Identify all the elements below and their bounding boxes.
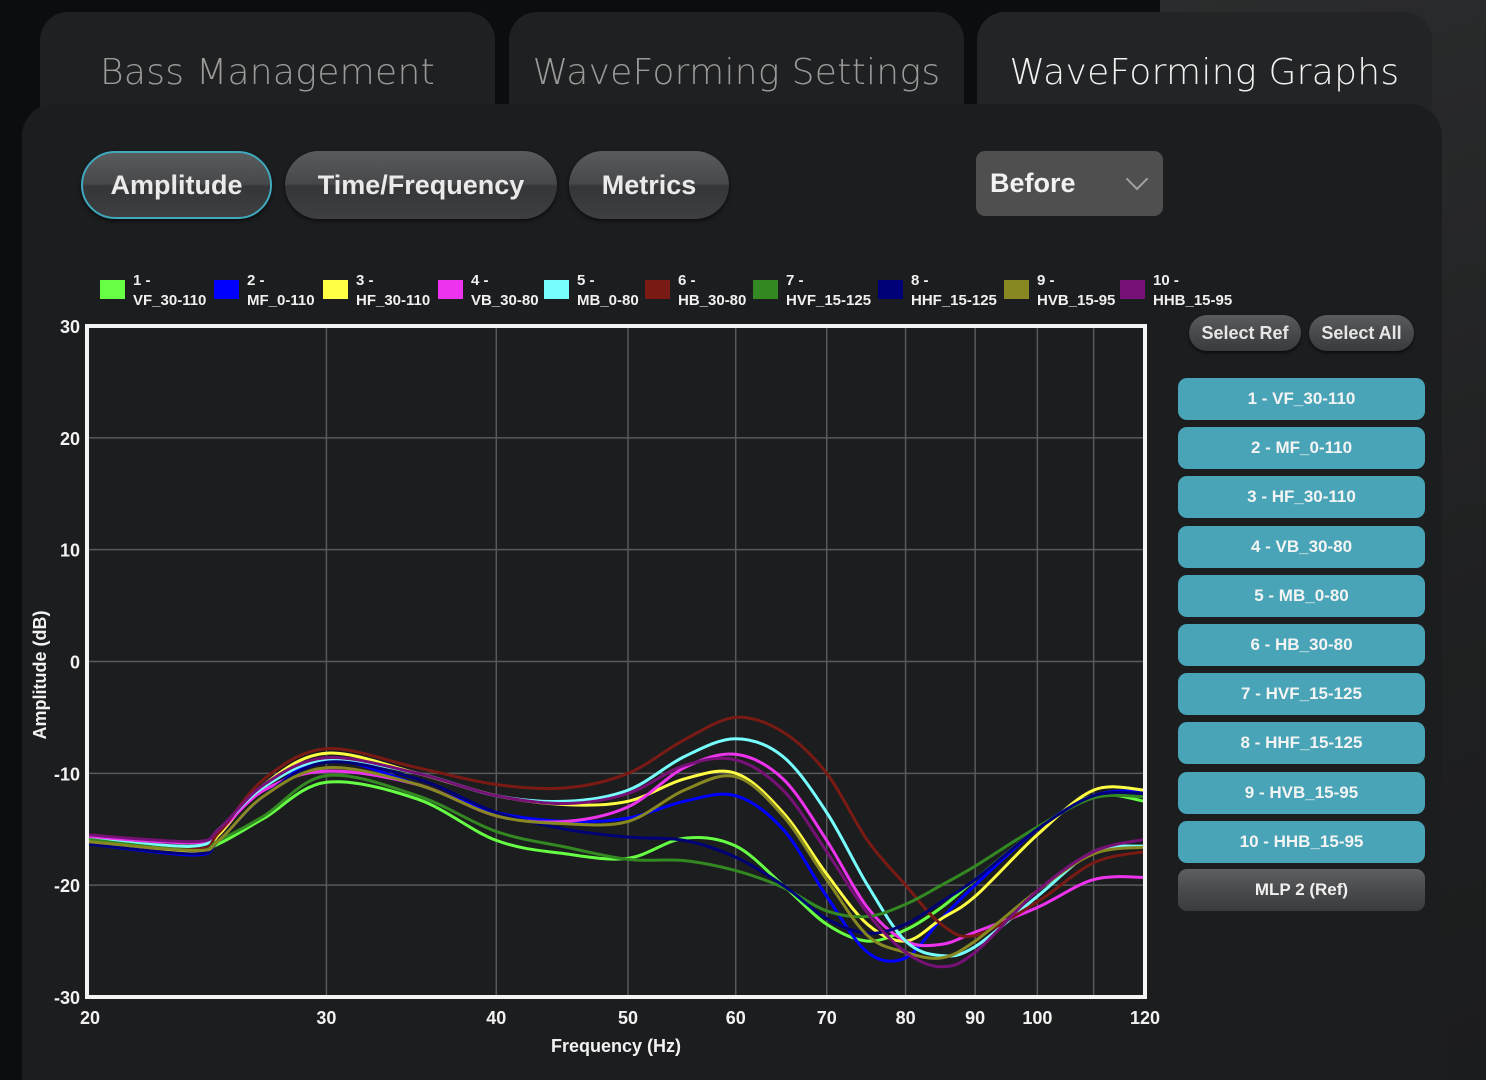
legend-swatch (753, 280, 778, 299)
legend-number: 8 - (911, 272, 929, 289)
select-ref-button[interactable]: Select Ref (1189, 315, 1301, 351)
reference-button[interactable]: MLP 2 (Ref) (1178, 869, 1425, 911)
tab-waveforming-settings[interactable]: WaveForming Settings (509, 12, 964, 122)
select-all-button[interactable]: Select All (1309, 315, 1414, 351)
legend-name: HB_30-80 (678, 292, 747, 309)
y-axis-label: Amplitude (dB) (30, 611, 50, 740)
x-tick-label: 70 (817, 1008, 837, 1028)
legend-number: 6 - (678, 272, 696, 289)
y-tick-label: -10 (54, 764, 80, 784)
x-tick-label: 80 (896, 1008, 916, 1028)
legend-name: HVF_15-125 (786, 292, 872, 309)
series-lines (86, 715, 1146, 969)
legend-label: 6 - HB_30-80 (678, 271, 746, 311)
before-after-dropdown[interactable]: Before (976, 151, 1163, 216)
legend-name: MB_0-80 (577, 292, 639, 309)
x-axis-label: Frequency (Hz) (551, 1036, 681, 1056)
legend-swatch (323, 280, 348, 299)
tab-waveforming-graphs[interactable]: WaveForming Graphs (977, 12, 1432, 122)
series-line-9 (86, 766, 1146, 960)
dropdown-value: Before (990, 168, 1076, 198)
legend-number: 5 - (577, 272, 595, 289)
x-tick-label: 120 (1130, 1008, 1160, 1028)
x-tick-label: 40 (486, 1008, 506, 1028)
legend-swatch (645, 280, 670, 299)
legend-swatch (1004, 280, 1029, 299)
legend-name: HVB_15-95 (1037, 292, 1116, 309)
x-tick-label: 20 (80, 1008, 100, 1028)
legend-name: VF_30-110 (133, 292, 207, 309)
legend-name: MF_0-110 (247, 292, 315, 309)
series-toggle-button[interactable]: 7 - HVF_15-125 (1178, 673, 1425, 716)
legend-number: 1 - (133, 272, 151, 289)
legend-swatch (214, 280, 239, 299)
legend-name: VB_30-80 (471, 292, 539, 309)
legend-swatch (438, 280, 463, 299)
y-tick-labels: 30 20 10 0 -10 -20 -30 (54, 317, 80, 1008)
legend-label: 8 - HHF_15-125 (911, 271, 997, 311)
series-toggle-button[interactable]: 3 - HF_30-110 (1178, 476, 1425, 519)
legend-name: HHF_15-125 (911, 292, 997, 309)
metrics-button[interactable]: Metrics (569, 151, 729, 219)
series-line-6 (86, 715, 1146, 938)
legend-swatch (100, 280, 125, 299)
legend-label: 1 - VF_30-110 (133, 271, 206, 311)
series-toggle-button[interactable]: 9 - HVB_15-95 (1178, 771, 1425, 814)
x-tick-label: 100 (1022, 1008, 1052, 1028)
legend-swatch (544, 280, 569, 299)
series-toggle-button[interactable]: 5 - MB_0-80 (1178, 574, 1425, 617)
grid-lines (87, 326, 1145, 997)
series-toggle-button[interactable]: 4 - VB_30-80 (1178, 525, 1425, 568)
series-toggle-button[interactable]: 2 - MF_0-110 (1178, 427, 1425, 470)
y-tick-label: -20 (54, 876, 80, 896)
x-tick-label: 60 (726, 1008, 746, 1028)
legend-label: 7 - HVF_15-125 (786, 271, 871, 311)
x-tick-label: 50 (618, 1008, 638, 1028)
legend-label: 10 - HHB_15-95 (1153, 271, 1232, 311)
legend-swatch (878, 280, 903, 299)
legend-label: 5 - MB_0-80 (577, 271, 639, 311)
x-tick-labels: 20 30 40 50 60 70 80 90 100 120 (80, 1008, 1160, 1028)
tab-bass-management[interactable]: Bass Management (40, 12, 495, 122)
x-tick-label: 30 (316, 1008, 336, 1028)
y-tick-label: 30 (60, 317, 80, 337)
series-toggle-button[interactable]: 10 - HHB_15-95 (1178, 820, 1425, 863)
time-frequency-button[interactable]: Time/Frequency (285, 151, 557, 219)
plot-frame (85, 324, 1147, 999)
legend-label: 4 - VB_30-80 (471, 271, 539, 311)
series-line-5 (86, 737, 1146, 958)
legend-name: HF_30-110 (356, 292, 431, 309)
x-tick-label: 90 (965, 1008, 985, 1028)
series-toggle-button[interactable]: 6 - HB_30-80 (1178, 624, 1425, 666)
series-toggle-button[interactable]: 1 - VF_30-110 (1178, 378, 1425, 420)
legend-number: 10 - (1153, 272, 1179, 289)
legend-label: 2 - MF_0-110 (247, 271, 315, 311)
y-tick-label: -30 (54, 988, 80, 1008)
legend-number: 3 - (356, 272, 374, 289)
y-tick-label: 0 (70, 653, 80, 673)
y-tick-label: 20 (60, 429, 80, 449)
legend-number: 7 - (786, 272, 804, 289)
amplitude-button[interactable]: Amplitude (81, 151, 272, 219)
legend-label: 3 - HF_30-110 (356, 271, 430, 311)
legend-label: 9 - HVB_15-95 (1037, 271, 1115, 311)
series-line-7 (86, 773, 1146, 919)
legend-name: HHB_15-95 (1153, 292, 1233, 309)
series-toggle-button[interactable]: 8 - HHF_15-125 (1178, 722, 1425, 765)
legend-number: 2 - (247, 272, 265, 289)
legend-number: 4 - (471, 272, 489, 289)
series-line-10 (86, 756, 1146, 969)
legend-swatch (1120, 280, 1145, 299)
legend-number: 9 - (1037, 272, 1055, 289)
y-tick-label: 10 (60, 541, 80, 561)
